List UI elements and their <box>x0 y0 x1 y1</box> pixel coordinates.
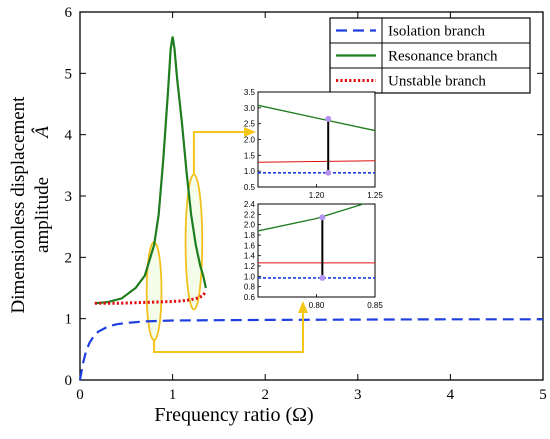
inset-x-tick-label: 1.25 <box>367 191 383 200</box>
inset-marker-point <box>319 214 326 221</box>
callout-path <box>153 313 304 353</box>
y-tick-label: 0 <box>65 373 73 389</box>
series-line <box>94 36 207 305</box>
x-tick-label: 3 <box>354 387 362 403</box>
arrowhead <box>298 301 308 313</box>
x-tick-label: 4 <box>447 387 455 403</box>
x-tick-label: 0 <box>76 387 84 403</box>
inset-marker-point <box>325 115 332 122</box>
inset-y-tick-label: 1.2 <box>244 262 256 271</box>
y-tick-label: 5 <box>65 66 73 82</box>
arrowhead <box>244 127 256 137</box>
y-tick-label: 2 <box>65 250 73 266</box>
inset-y-tick-label: 1.6 <box>244 241 256 250</box>
y-axis-title-line2: amplitude <box>32 177 53 253</box>
inset-y-tick-label: 2.0 <box>244 136 256 145</box>
legend-label: Isolation branch <box>388 24 486 40</box>
inset-y-tick-label: 0.5 <box>244 183 256 192</box>
inset-series-line <box>257 160 376 163</box>
y-tick-label: 4 <box>65 128 73 144</box>
y-axis-title: Dimensionless displacement amplitude Â <box>8 96 53 314</box>
x-tick-label: 1 <box>169 387 177 403</box>
series-line <box>78 318 543 381</box>
highlight-ellipse <box>145 241 163 342</box>
inset-y-tick-label: 1.8 <box>244 231 256 240</box>
inset-y-tick-label: 2.5 <box>244 120 256 129</box>
inset-top: 0.5 1.0 1.5 2.0 2.5 3.0 3.5 1.20 1.25 <box>244 88 383 200</box>
inset-frame <box>257 203 376 298</box>
inset-series-line <box>257 104 376 132</box>
y-axis-title-symbol: Â <box>31 126 53 140</box>
y-tick-label: 3 <box>65 189 73 205</box>
inset-x-tick-label: 0.80 <box>309 301 325 310</box>
inset-y-tick-label: 0.6 <box>244 293 256 302</box>
inset-y-tick-label: 2.2 <box>244 210 256 219</box>
inset-series-line <box>257 203 364 232</box>
x-tick-label: 5 <box>539 387 547 403</box>
inset-y-tick-label: 3.5 <box>244 88 256 97</box>
callout-path <box>192 131 244 175</box>
x-tick-label: 2 <box>261 387 269 403</box>
legend-label: Resonance branch <box>388 49 498 65</box>
y-axis-title-line1: Dimensionless displacement <box>8 96 29 314</box>
inset-y-tick-label: 2.4 <box>244 200 256 209</box>
y-tick-label: 6 <box>65 5 73 21</box>
inset-frame <box>257 91 376 188</box>
inset-y-tick-label: 2.0 <box>244 221 256 230</box>
legend: Isolation branch Resonance branch Unstable… <box>329 17 531 94</box>
inset-y-tick-label: 1.0 <box>244 272 256 281</box>
legend-label: Unstable branch <box>388 74 486 90</box>
inset-x-tick-label: 1.20 <box>309 191 325 200</box>
inset-y-tick-label: 1.4 <box>244 252 256 261</box>
main-plot: 0 1 2 3 4 5 0 1 2 3 4 5 6 <box>65 5 547 403</box>
callout-arrows <box>153 127 308 353</box>
inset-y-tick-label: 1.0 <box>244 167 256 176</box>
inset-y-tick-label: 1.5 <box>244 151 256 160</box>
inset-marker-point <box>325 169 332 176</box>
x-axis-title: Frequency ratio (Ω) <box>154 404 313 426</box>
inset-y-tick-label: 0.8 <box>244 283 256 292</box>
inset-x-tick-label: 0.85 <box>367 301 383 310</box>
series-line <box>94 290 208 305</box>
y-tick-label: 1 <box>65 312 73 328</box>
inset-y-tick-label: 3.0 <box>244 104 256 113</box>
inset-marker-point <box>319 274 326 281</box>
inset-bottom: 0.60.8 1.01.21.4 1.61.82.0 2.22.4 0.80 0.85 <box>244 200 383 310</box>
